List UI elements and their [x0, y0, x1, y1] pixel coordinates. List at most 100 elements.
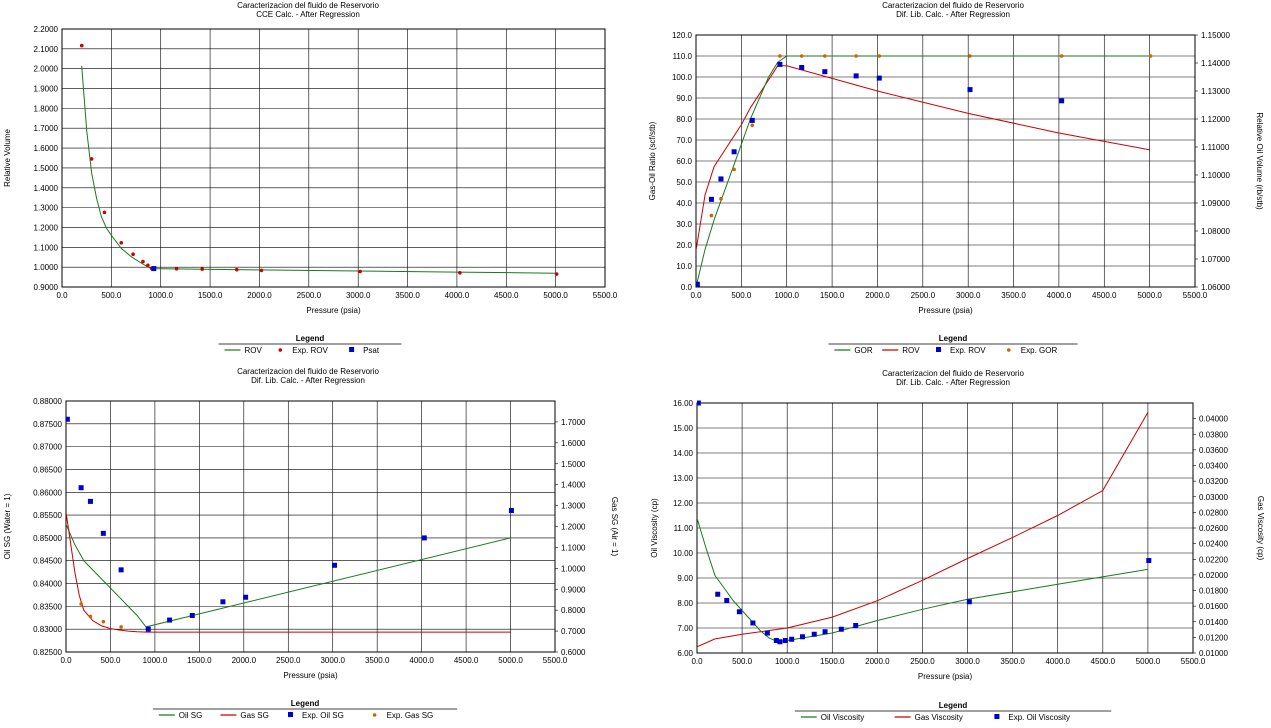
- legend-title: Legend: [291, 699, 320, 708]
- x-tick-label: 1000.0: [143, 656, 168, 665]
- chart-title: Caracterizacion del fluido de Reservorio: [237, 1, 379, 10]
- x-tick-label: 3000.0: [346, 291, 371, 300]
- chart-title: Caracterizacion del fluido de Reservorio: [882, 369, 1024, 378]
- y-tick-label: 0.87500: [33, 420, 62, 429]
- y-tick-label: 2.2000: [34, 25, 59, 34]
- x-tick-label: 4000.0: [1045, 657, 1070, 666]
- y-tick-label: 0.85000: [33, 534, 62, 543]
- y-tick-label: 1.0000: [34, 263, 59, 272]
- x-tick-label: 2500.0: [911, 291, 936, 300]
- x-tick-label: 5000.0: [1137, 291, 1162, 300]
- x-tick-label: 500.0: [100, 656, 121, 665]
- data-point-dot: [778, 54, 782, 58]
- legend-label: Exp. ROV: [292, 346, 328, 355]
- y-tick-label: 0.85500: [33, 511, 62, 520]
- data-point-square: [777, 639, 783, 645]
- x-tick-label: 4000.0: [445, 291, 470, 300]
- x-tick-label: 5500.0: [1183, 291, 1208, 300]
- y2-tick-label: 1.7000: [561, 418, 586, 427]
- x-tick-label: 3500.0: [365, 656, 390, 665]
- data-point-dot: [968, 54, 972, 58]
- series-line-gas-viscosity: [697, 412, 1149, 648]
- data-point-square: [508, 508, 514, 514]
- y2-tick-label: 0.03400: [1199, 462, 1228, 471]
- y-tick-label: 90.0: [676, 94, 692, 103]
- data-point-dot: [88, 614, 93, 619]
- data-point-square: [118, 567, 124, 573]
- chart-cce: Caracterizacion del fluido de Reservorio…: [3, 1, 618, 355]
- y-tick-label: 0.83500: [33, 602, 62, 611]
- series-line-rov: [696, 65, 1150, 251]
- data-point-dot: [174, 266, 179, 271]
- y-tick-label: 8.00: [677, 599, 693, 608]
- data-point-square: [332, 562, 338, 568]
- y-tick-label: 50.0: [676, 178, 692, 187]
- data-point-dot: [1148, 54, 1153, 58]
- data-point-square: [782, 638, 788, 643]
- data-point-square: [736, 609, 742, 615]
- data-point-square: [822, 69, 828, 75]
- y-tick-label: 1.6000: [34, 144, 59, 153]
- data-point-dot: [719, 197, 723, 201]
- chart-title: Caracterizacion del fluido de Reservorio: [237, 367, 379, 376]
- data-point-square: [696, 281, 700, 287]
- y2-tick-label: 1.4000: [561, 481, 586, 490]
- chart-subtitle: CCE Calc. - After Regression: [256, 10, 360, 19]
- data-point-dot: [102, 210, 107, 215]
- x-tick-label: 2000.0: [247, 291, 272, 300]
- plot-area: [79, 43, 559, 276]
- data-point-square: [697, 400, 701, 406]
- data-point-dot: [732, 167, 736, 172]
- y2-tick-label: 1.11000: [1201, 143, 1230, 152]
- y-tick-label: 40.0: [676, 199, 692, 208]
- y-tick-label: 1.5000: [34, 164, 59, 173]
- y-tick-label: 16.00: [673, 399, 694, 408]
- y2-tick-label: 0.03000: [1199, 493, 1228, 502]
- y-tick-label: 1.1000: [34, 243, 59, 252]
- x-tick-label: 1500.0: [820, 291, 845, 300]
- data-point-square: [853, 623, 859, 628]
- y-axis-label: Relative Volume: [3, 129, 12, 187]
- y-tick-label: 11.00: [674, 524, 694, 533]
- y2-axis-label: Gas SG (Air = 1): [610, 497, 619, 557]
- data-point-dot: [119, 240, 124, 245]
- x-tick-label: 1000.0: [774, 291, 799, 300]
- y2-tick-label: 1.10000: [1201, 171, 1230, 180]
- y-tick-label: 2.0000: [34, 65, 59, 74]
- y2-tick-label: 0.01400: [1199, 618, 1228, 627]
- x-tick-label: 0.0: [60, 656, 72, 665]
- y2-tick-label: 0.01200: [1199, 633, 1228, 642]
- legend-swatch-dot: [372, 713, 377, 717]
- y-tick-label: 70.0: [676, 136, 692, 145]
- data-point-dot: [141, 259, 145, 264]
- data-point-square: [708, 196, 714, 202]
- y-tick-label: 100.0: [672, 73, 693, 82]
- data-point-square: [967, 87, 973, 93]
- y2-tick-label: 0.01800: [1199, 587, 1228, 596]
- x-tick-label: 4500.0: [454, 656, 479, 665]
- chart-subtitle: Dif. Lib. Calc. - After Regression: [896, 10, 1010, 19]
- y-tick-label: 0.86000: [33, 488, 62, 497]
- data-point-dot: [234, 267, 239, 272]
- y2-tick-label: 1.07000: [1201, 255, 1230, 264]
- x-tick-label: 3500.0: [395, 291, 420, 300]
- legend: Legend GOR ROV Exp. ROV Exp. GOR: [828, 334, 1078, 355]
- x-tick-label: 3500.0: [1001, 291, 1026, 300]
- y2-tick-label: 1.08000: [1201, 227, 1230, 236]
- legend-label: Exp. ROV: [950, 346, 986, 355]
- data-point-dot: [1059, 54, 1064, 58]
- data-point-square: [1146, 558, 1152, 563]
- legend-title: Legend: [296, 334, 325, 343]
- plot-area: [66, 416, 514, 633]
- chart-subtitle: Dif. Lib. Calc. - After Regression: [896, 378, 1010, 387]
- y2-tick-label: 0.8000: [561, 606, 586, 615]
- data-point-square: [838, 626, 844, 632]
- chart-title: Caracterizacion del fluido de Reservorio: [882, 1, 1024, 10]
- y2-tick-label: 1.09000: [1201, 199, 1230, 208]
- y-tick-label: 7.00: [677, 624, 693, 633]
- data-point-square: [731, 149, 737, 155]
- y2-tick-label: 1.0000: [561, 564, 586, 573]
- x-tick-label: 5000.0: [498, 656, 523, 665]
- x-tick-label: 4000.0: [1047, 291, 1072, 300]
